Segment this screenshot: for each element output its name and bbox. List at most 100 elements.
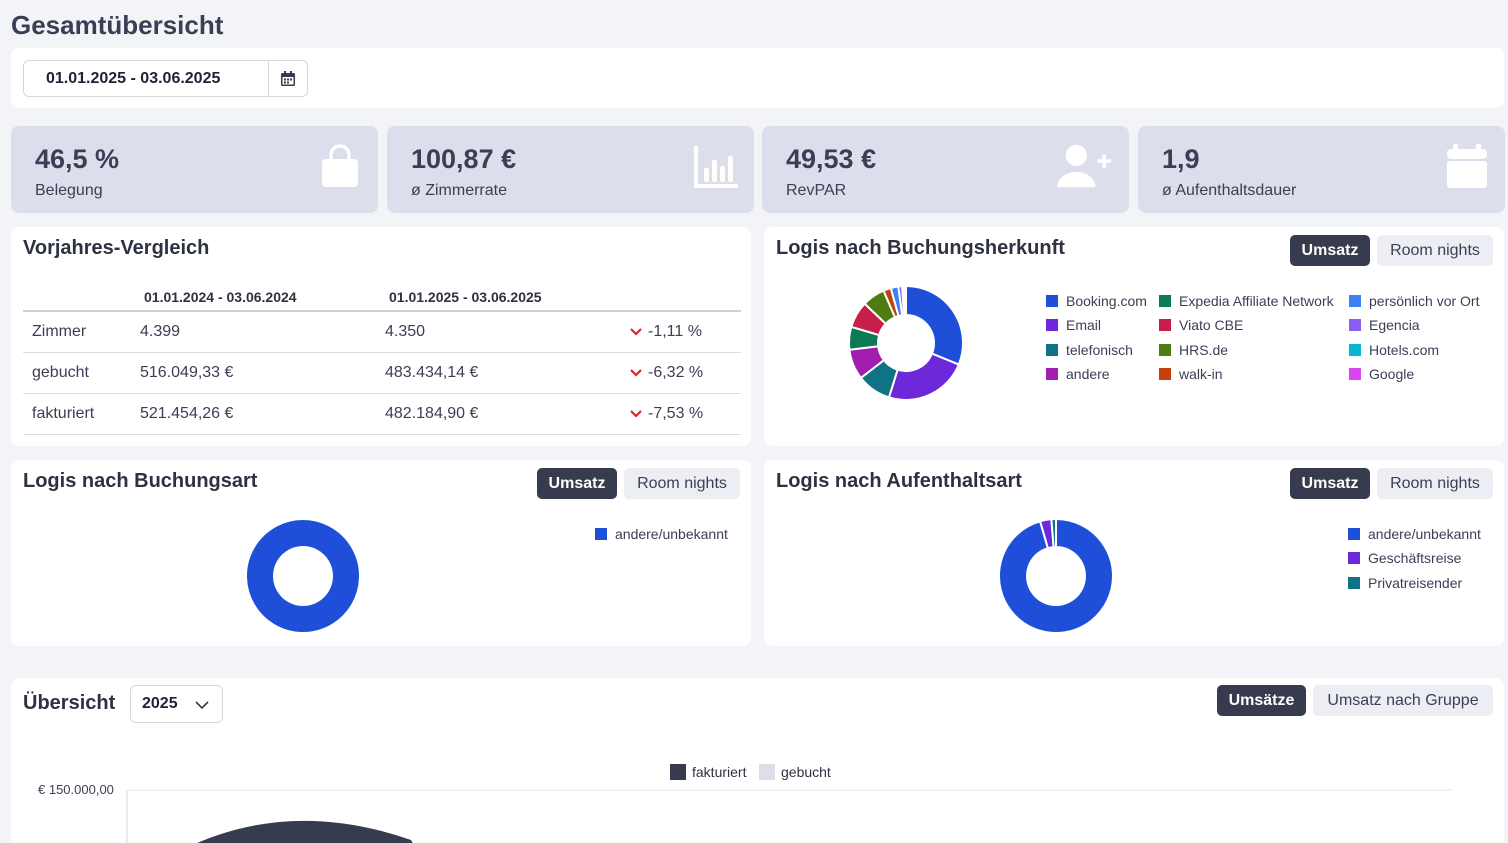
legend-item[interactable]: telefonisch: [1046, 342, 1133, 358]
legend-label: persönlich vor Ort: [1369, 293, 1480, 309]
year-value: 2025: [142, 695, 178, 712]
legend-label: Geschäftsreise: [1368, 550, 1462, 566]
kpi-value: 1,9: [1162, 144, 1200, 174]
buchungsart-donut-chart: [245, 518, 361, 634]
kpi-label: RevPAR: [786, 182, 847, 199]
umsatz-toggle[interactable]: Umsatz: [1290, 468, 1370, 499]
aufenthaltsart-card: Logis nach Aufenthaltsart Umsatz Room ni…: [764, 460, 1504, 646]
legend-swatch: [1348, 552, 1360, 564]
legend-label: Email: [1066, 317, 1102, 333]
row-label: Zimmer: [23, 311, 135, 353]
legend-item[interactable]: andere/unbekannt: [595, 526, 728, 542]
change-cell: -7,53 %: [625, 393, 741, 435]
umsaetze-toggle[interactable]: Umsätze: [1217, 685, 1306, 716]
legend-label: gebucht: [781, 764, 831, 780]
legend-item[interactable]: Hotels.com: [1349, 342, 1439, 358]
legend-swatch: [1159, 368, 1171, 380]
legend-item[interactable]: Egencia: [1349, 317, 1420, 333]
legend-swatch: [1046, 368, 1058, 380]
comparison-title: Vorjahres-Vergleich: [23, 237, 210, 259]
year-select[interactable]: 2025: [130, 685, 223, 723]
legend-label: walk-in: [1179, 366, 1223, 382]
legend-label: Viato CBE: [1179, 317, 1244, 333]
legend-item[interactable]: Email: [1046, 317, 1101, 333]
change-value: -6,32 %: [648, 363, 704, 381]
shopping-bag-icon: [322, 144, 358, 187]
legend-label: andere/unbekannt: [615, 526, 728, 542]
calendar-icon: [1447, 144, 1487, 188]
legend-item[interactable]: persönlich vor Ort: [1349, 293, 1479, 309]
column-header: 01.01.2024 - 03.06.2024: [135, 284, 380, 312]
legend-label: Hotels.com: [1369, 342, 1440, 358]
comparison-table: 01.01.2024 - 03.06.2024 01.01.2025 - 03.…: [23, 284, 741, 435]
legend-swatch: [1348, 577, 1360, 589]
donut-slice[interactable]: [998, 518, 1114, 634]
legend-swatch: [595, 528, 607, 540]
umsatz-toggle[interactable]: Umsatz: [537, 468, 617, 499]
legend-swatch: [1349, 319, 1361, 331]
legend-item[interactable]: Google: [1349, 366, 1414, 382]
legend-swatch: [1046, 295, 1058, 307]
umsatz-nach-gruppe-toggle[interactable]: Umsatz nach Gruppe: [1313, 685, 1493, 716]
row-label: fakturiert: [23, 393, 135, 435]
legend-swatch: [1159, 319, 1171, 331]
donut-slice[interactable]: [903, 285, 907, 317]
kpi-label: Belegung: [35, 182, 103, 199]
prev-value: 516.049,33 €: [135, 352, 380, 394]
room-nights-toggle[interactable]: Room nights: [624, 468, 740, 499]
legend-item[interactable]: Expedia Affiliate Network: [1159, 293, 1334, 309]
kpi-label: ø Zimmerrate: [411, 182, 507, 199]
prev-value: 521.454,26 €: [135, 393, 380, 435]
calendar-button[interactable]: [268, 60, 308, 97]
kpi-value: 49,53 €: [786, 144, 877, 174]
legend-item[interactable]: Privatreisender: [1348, 575, 1462, 591]
legend-swatch: [1349, 295, 1361, 307]
legend-label: Privatreisender: [1368, 575, 1463, 591]
change-cell: -6,32 %: [625, 352, 741, 394]
buchungsart-card: Logis nach Buchungsart Umsatz Room night…: [11, 460, 751, 646]
herkunft-title: Logis nach Buchungsherkunft: [776, 237, 1065, 259]
umsatz-toggle[interactable]: Umsatz: [1290, 235, 1370, 266]
herkunft-card: Logis nach Buchungsherkunft Umsatz Room …: [764, 227, 1504, 446]
donut-slice[interactable]: [905, 285, 964, 366]
comparison-card: Vorjahres-Vergleich 01.01.2024 - 03.06.2…: [11, 227, 751, 446]
donut-slice[interactable]: [1050, 518, 1057, 549]
user-plus-icon: [1056, 144, 1112, 188]
change-value: -1,11 %: [648, 322, 702, 340]
legend-item[interactable]: andere: [1046, 366, 1110, 382]
legend-item[interactable]: Booking.com: [1046, 293, 1147, 309]
legend-swatch: [1046, 319, 1058, 331]
calendar-icon: [281, 71, 295, 86]
legend-label: andere/unbekannt: [1368, 526, 1481, 542]
herkunft-donut-chart: [848, 285, 964, 401]
legend-label: Google: [1369, 366, 1415, 382]
legend-swatch: [1348, 528, 1360, 540]
legend-swatch: [1159, 344, 1171, 356]
legend-item[interactable]: Geschäftsreise: [1348, 550, 1461, 566]
legend-label: andere: [1066, 366, 1110, 382]
donut-slice[interactable]: [887, 352, 961, 401]
legend-item[interactable]: walk-in: [1159, 366, 1223, 382]
legend-item[interactable]: Viato CBE: [1159, 317, 1243, 333]
chevron-down-icon: [195, 701, 209, 709]
room-nights-toggle[interactable]: Room nights: [1377, 468, 1493, 499]
prev-value: 4.399: [135, 311, 380, 353]
aufenthaltsart-title: Logis nach Aufenthaltsart: [776, 470, 1022, 492]
chevron-down-icon: [630, 409, 642, 418]
legend-item[interactable]: andere/unbekannt: [1348, 526, 1481, 542]
table-row: fakturiert 521.454,26 € 482.184,90 € -7,…: [23, 393, 741, 435]
room-nights-toggle[interactable]: Room nights: [1377, 235, 1493, 266]
legend-label: HRS.de: [1179, 342, 1229, 358]
kpi-label: ø Aufenthaltsdauer: [1162, 182, 1297, 199]
buchungsart-title: Logis nach Buchungsart: [23, 470, 258, 492]
row-label: gebucht: [23, 352, 135, 394]
legend-label: Expedia Affiliate Network: [1179, 293, 1334, 309]
chevron-down-icon: [630, 368, 642, 377]
curr-value: 4.350: [380, 311, 625, 353]
date-range-input[interactable]: 01.01.2025 - 03.06.2025: [23, 60, 269, 97]
table-header-row: 01.01.2024 - 03.06.2024 01.01.2025 - 03.…: [23, 284, 741, 312]
legend-item[interactable]: HRS.de: [1159, 342, 1228, 358]
fakturiert-area: [197, 820, 413, 843]
legend-swatch: [759, 764, 775, 780]
donut-slice[interactable]: [245, 518, 361, 634]
